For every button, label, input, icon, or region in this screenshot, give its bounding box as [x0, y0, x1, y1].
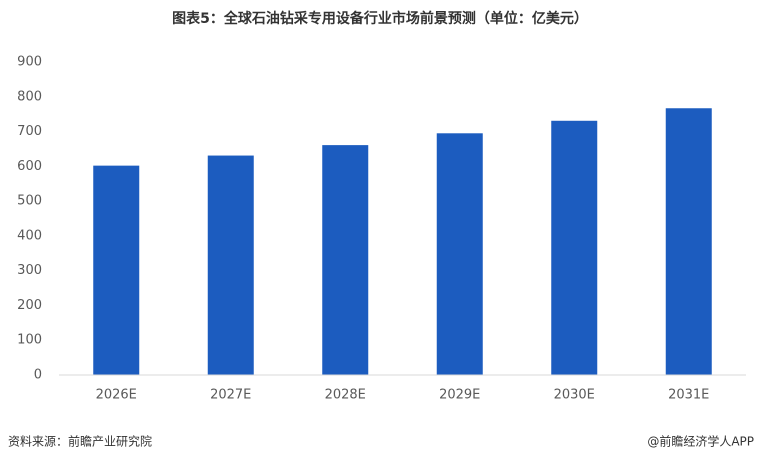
y-tick-label: 800 [17, 89, 42, 104]
y-tick-label: 300 [17, 263, 42, 278]
y-tick-label: 900 [17, 55, 42, 70]
credit: @前瞻经济学人APP [647, 434, 754, 449]
y-tick-label: 600 [17, 159, 42, 174]
y-tick-label: 0 [34, 368, 42, 383]
bar [207, 155, 254, 375]
bar [322, 145, 369, 375]
y-tick-label: 700 [17, 124, 42, 139]
bar [665, 108, 712, 375]
x-tick-label: 2031E [668, 388, 709, 403]
x-tick-label: 2030E [554, 388, 595, 403]
chart-title: 图表5：全球石油钻采专用设备行业市场前景预测（单位：亿美元） [172, 10, 588, 27]
y-tick-label: 200 [17, 298, 42, 313]
y-tick-label: 100 [17, 333, 42, 348]
source: 资料来源：前瞻产业研究院 [8, 434, 152, 449]
bar [551, 120, 598, 375]
y-tick-label: 400 [17, 228, 42, 243]
x-tick-label: 2028E [325, 388, 366, 403]
x-tick-label: 2026E [96, 388, 137, 403]
x-tick-label: 2029E [439, 388, 480, 403]
bar [436, 133, 483, 375]
x-tick-label: 2027E [210, 388, 251, 403]
bar [93, 165, 140, 375]
y-tick-label: 500 [17, 194, 42, 209]
